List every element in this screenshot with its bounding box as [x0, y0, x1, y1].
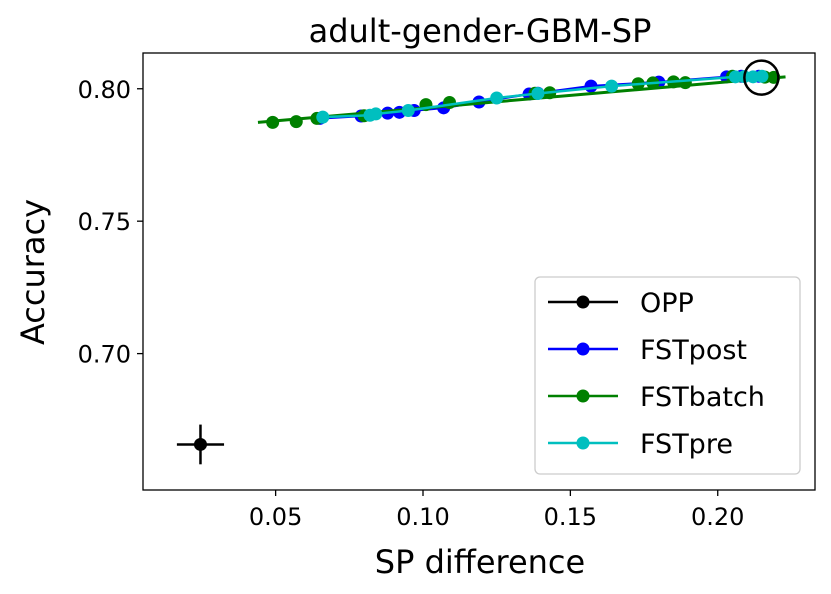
- legend-box: [534, 276, 801, 475]
- x-axis-label: SP difference: [375, 543, 585, 581]
- legend-marker-fstpre: [576, 436, 590, 450]
- data-point-fstpre: [401, 103, 415, 117]
- legend-marker-opp: [576, 295, 590, 309]
- y-tick-label: 0.70: [78, 341, 131, 369]
- legend-marker-fstpost: [576, 342, 590, 356]
- y-tick-label: 0.80: [78, 76, 131, 104]
- data-point-fstpre: [369, 107, 383, 121]
- y-axis-ticks: 0.70 0.75 0.80: [78, 76, 143, 369]
- series-layer: [176, 69, 786, 465]
- data-point-fstbatch: [289, 115, 303, 129]
- data-point-fstpre: [605, 79, 619, 93]
- x-tick-label: 0.10: [396, 503, 449, 531]
- legend-label-fstpost: FSTpost: [640, 335, 747, 366]
- x-axis-ticks: 0.05 0.10 0.15 0.20: [249, 490, 744, 531]
- data-point-fstpre: [755, 69, 769, 83]
- chart-title: adult-gender-GBM-SP: [309, 12, 652, 50]
- data-point-fstbatch: [443, 96, 457, 110]
- series-fstpre: [316, 69, 769, 124]
- legend: OPP FSTpost FSTbatch FSTpre: [534, 276, 801, 475]
- data-point-fstbatch: [678, 76, 692, 90]
- legend-marker-fstbatch: [576, 389, 590, 403]
- series-opp: [176, 424, 225, 465]
- data-point-fstpre: [531, 87, 545, 101]
- series-line-fstbatch: [257, 75, 786, 124]
- y-tick-label: 0.75: [78, 208, 131, 236]
- plot-area: [142, 52, 816, 491]
- legend-label-fstbatch: FSTbatch: [640, 382, 765, 413]
- legend-label-fstpre: FSTpre: [640, 429, 733, 460]
- data-point-opp: [193, 437, 207, 451]
- data-point-fstpre: [490, 91, 504, 105]
- legend-label-opp: OPP: [640, 288, 694, 319]
- data-point-fstpost: [584, 79, 598, 93]
- x-tick-label: 0.20: [691, 503, 744, 531]
- data-point-fstbatch: [266, 115, 280, 129]
- data-point-fstpre: [316, 110, 330, 124]
- x-tick-label: 0.15: [544, 503, 597, 531]
- highlight-circle: [743, 59, 780, 96]
- y-axis-label: Accuracy: [14, 199, 52, 345]
- x-tick-label: 0.05: [249, 503, 302, 531]
- annotation-layer: [743, 59, 780, 96]
